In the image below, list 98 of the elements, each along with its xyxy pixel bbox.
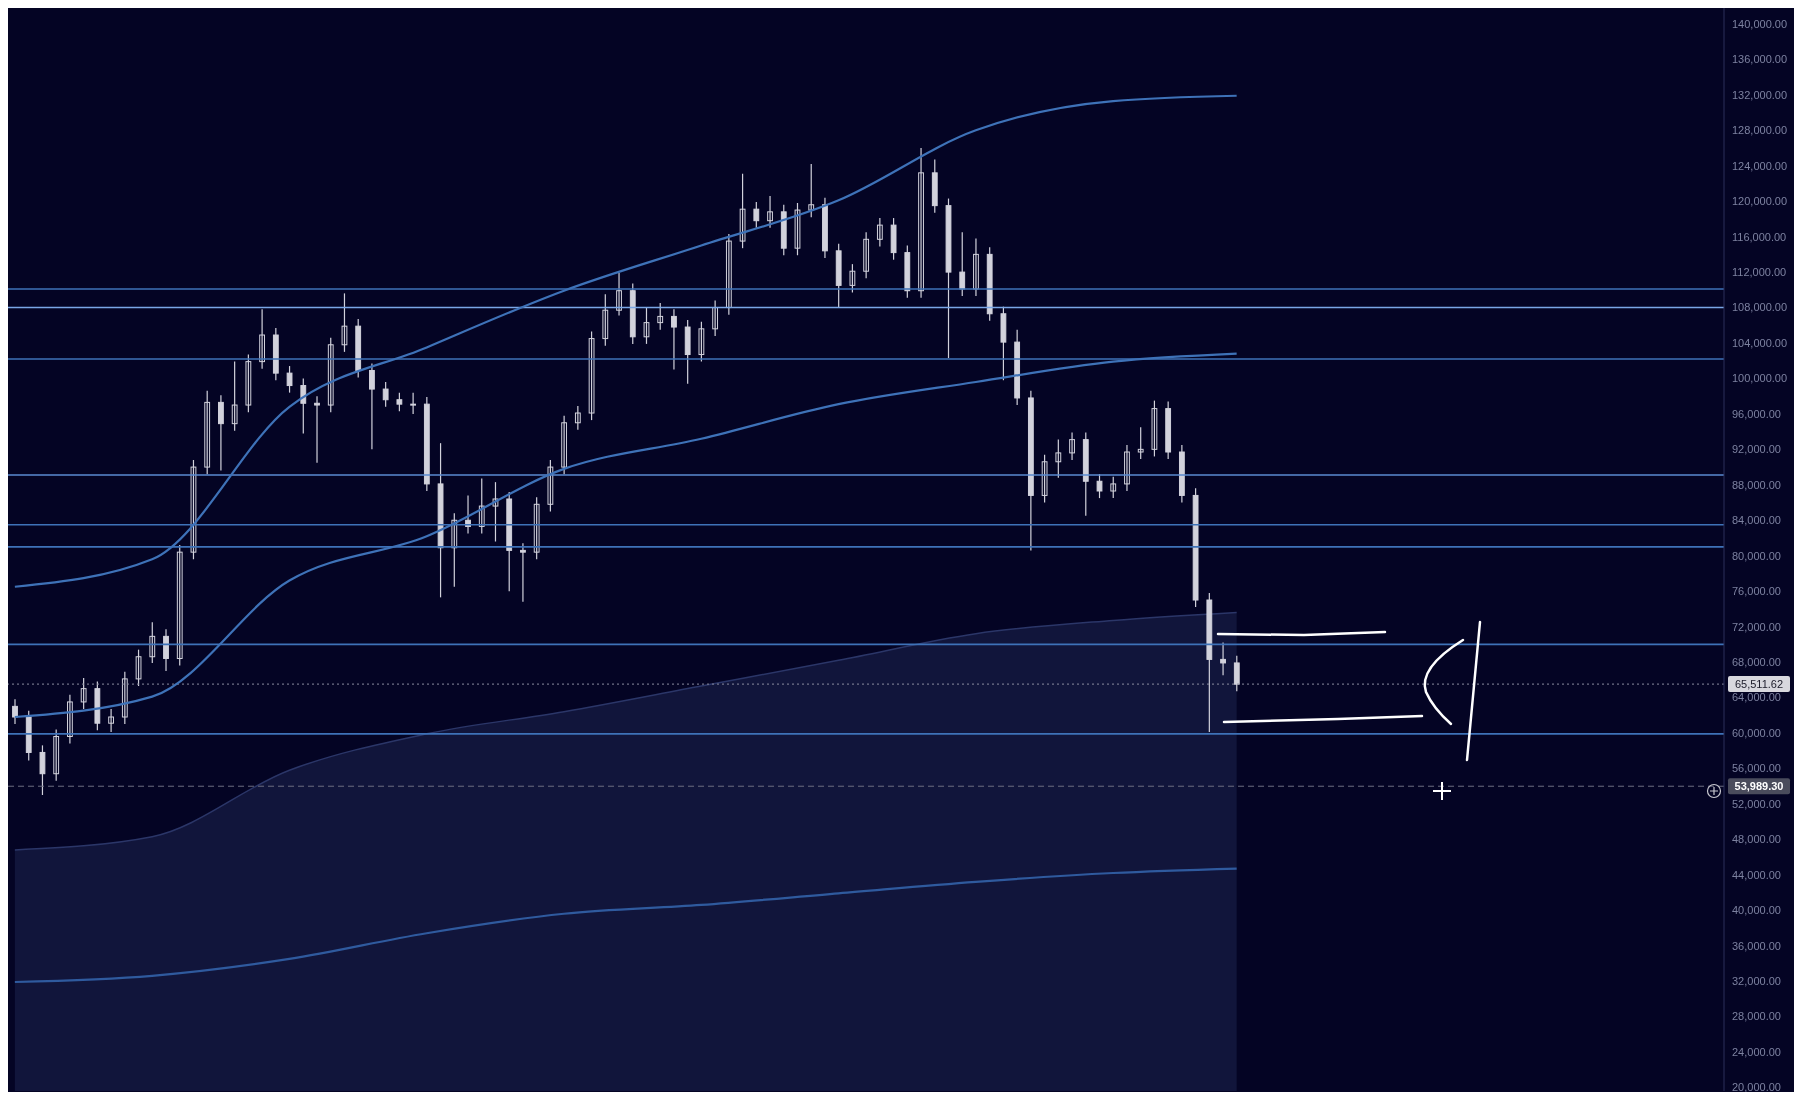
candlestick [327, 337, 334, 413]
y-tick-label: 52,000.00 [1732, 797, 1781, 810]
y-tick-label: 88,000.00 [1732, 478, 1781, 491]
ref-line-label: 65,511.62 [1734, 678, 1784, 691]
y-tick-label: 116,000.00 [1732, 230, 1787, 243]
candlestick [204, 390, 211, 475]
candlestick [396, 392, 403, 412]
y-tick-label: 44,000.00 [1732, 868, 1781, 881]
candlestick [121, 671, 128, 725]
y-tick-label: 56,000.00 [1732, 762, 1781, 775]
candlestick [341, 292, 348, 353]
candlestick [492, 481, 499, 543]
candlestick [149, 621, 156, 664]
candlestick [643, 306, 650, 345]
y-tick-label: 60,000.00 [1732, 726, 1781, 739]
candlestick [135, 649, 142, 687]
candlestick [1110, 476, 1117, 499]
candlestick [369, 362, 375, 450]
candlestick [314, 395, 320, 464]
candlestick [53, 728, 60, 782]
candlestick [190, 459, 197, 560]
candlestick [218, 394, 224, 472]
candlestick [382, 381, 389, 408]
y-tick-label: 124,000.00 [1732, 159, 1788, 172]
candlestick [533, 496, 540, 560]
candlestick [176, 544, 183, 667]
y-tick-label: 84,000.00 [1732, 514, 1781, 527]
candlestick [561, 415, 568, 475]
y-tick-label: 64,000.00 [1732, 691, 1781, 704]
candlestick [231, 361, 238, 432]
candlestick [12, 698, 18, 725]
candlestick [849, 263, 856, 294]
y-tick-label: 92,000.00 [1732, 443, 1781, 456]
candlestick [739, 173, 746, 249]
y-tick-label: 120,000.00 [1732, 195, 1788, 208]
y-tick-label: 72,000.00 [1732, 620, 1781, 633]
y-tick-label: 104,000.00 [1732, 336, 1788, 349]
candlestick [973, 237, 979, 297]
candlestick [1124, 444, 1130, 492]
candlestick [725, 233, 732, 316]
candlestick [588, 330, 595, 421]
ref-line-label: 53,989.30 [1734, 780, 1784, 793]
candlestick [39, 744, 46, 796]
y-tick-label: 132,000.00 [1732, 88, 1788, 101]
y-tick-label: 28,000.00 [1732, 1010, 1781, 1023]
candlestick [547, 459, 554, 512]
candlestick [478, 478, 485, 535]
candlestick [767, 195, 773, 229]
y-tick-label: 76,000.00 [1732, 585, 1781, 598]
candlestick [918, 147, 924, 299]
candlestick [794, 202, 801, 256]
candlestick [410, 392, 417, 415]
candlestick [67, 694, 73, 745]
candlestick [1069, 431, 1075, 461]
candlestick [1041, 454, 1048, 504]
candlestick [574, 405, 581, 431]
candlestick [259, 308, 265, 370]
y-tick-label: 108,000.00 [1732, 301, 1788, 314]
candlestick [1151, 400, 1158, 458]
candlestick [451, 512, 458, 588]
candlestick [1233, 655, 1240, 692]
candlestick [808, 163, 815, 218]
y-tick-label: 36,000.00 [1732, 939, 1781, 952]
y-tick-label: 96,000.00 [1732, 407, 1781, 420]
candlestick [1137, 426, 1144, 460]
candlestick [1220, 641, 1226, 676]
candlestick [616, 272, 622, 317]
y-tick-label: 32,000.00 [1732, 975, 1781, 988]
candlestick [520, 542, 526, 603]
candlestick [671, 308, 677, 371]
y-tick-label: 80,000.00 [1732, 549, 1781, 562]
candlestick [863, 231, 870, 279]
y-tick-label: 140,000.00 [1732, 17, 1788, 30]
candlestick [698, 321, 705, 363]
candlestick [1055, 439, 1062, 479]
candlestick [753, 201, 760, 229]
y-tick-label: 40,000.00 [1732, 904, 1781, 917]
candlestick [245, 353, 252, 413]
y-tick-label: 100,000.00 [1732, 372, 1788, 385]
candlestick [876, 217, 883, 247]
y-tick-label: 68,000.00 [1732, 655, 1781, 668]
candlestick [712, 299, 719, 337]
y-tick-label: 128,000.00 [1732, 124, 1788, 137]
candlestick [602, 293, 609, 347]
line-series [13, 867, 1238, 984]
candlestick [80, 677, 87, 710]
y-tick-label: 112,000.00 [1732, 266, 1787, 279]
y-tick-label: 136,000.00 [1732, 53, 1788, 66]
y-tick-label: 20,000.00 [1732, 1081, 1781, 1094]
y-tick-label: 48,000.00 [1732, 833, 1781, 846]
candlestick [657, 302, 664, 331]
candlestick [1096, 473, 1103, 499]
candlestick [300, 377, 307, 434]
candlestick [286, 365, 293, 394]
y-tick-label: 24,000.00 [1732, 1045, 1781, 1058]
candlestick [163, 628, 169, 672]
candlestick [959, 231, 966, 297]
candlestick [108, 708, 114, 733]
